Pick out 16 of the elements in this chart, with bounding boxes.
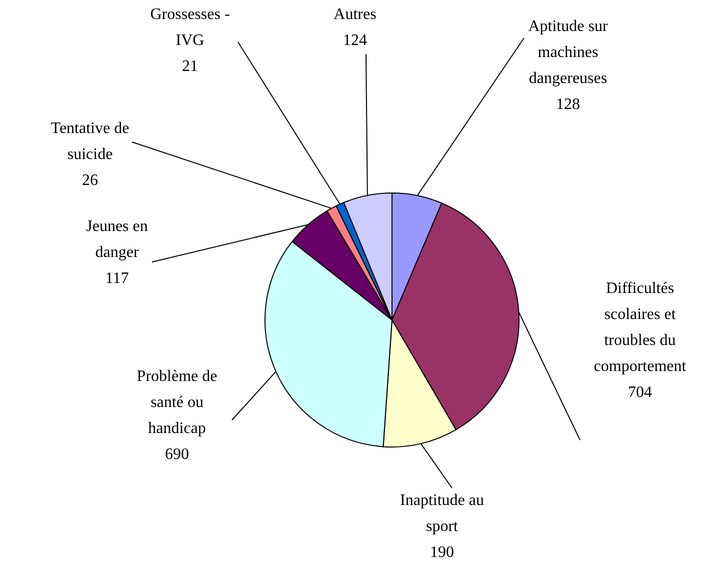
slice-label: Inaptitude au sport — [400, 492, 484, 535]
data-label: 117 — [105, 270, 129, 287]
data-label: 190 — [430, 544, 454, 561]
slice-label: Difficultés scolaires et troubles du comportement — [594, 280, 687, 375]
data-label: 26 — [82, 172, 98, 189]
data-label: 21 — [182, 58, 198, 75]
data-label: 690 — [165, 446, 189, 463]
data-label: 128 — [556, 96, 580, 113]
slice-label: Problème de santé ou handicap — [136, 368, 218, 437]
slice-label: Aptitude sur machines dangereuses — [528, 18, 608, 87]
data-label: 124 — [343, 32, 367, 49]
slice-label: Autres — [334, 6, 376, 23]
slice-label: Grossesses - IVG — [150, 6, 230, 49]
slice-label: Tentative de suicide — [50, 120, 130, 163]
data-label: 704 — [628, 384, 652, 401]
slice-label: Jeunes en danger — [86, 218, 148, 261]
